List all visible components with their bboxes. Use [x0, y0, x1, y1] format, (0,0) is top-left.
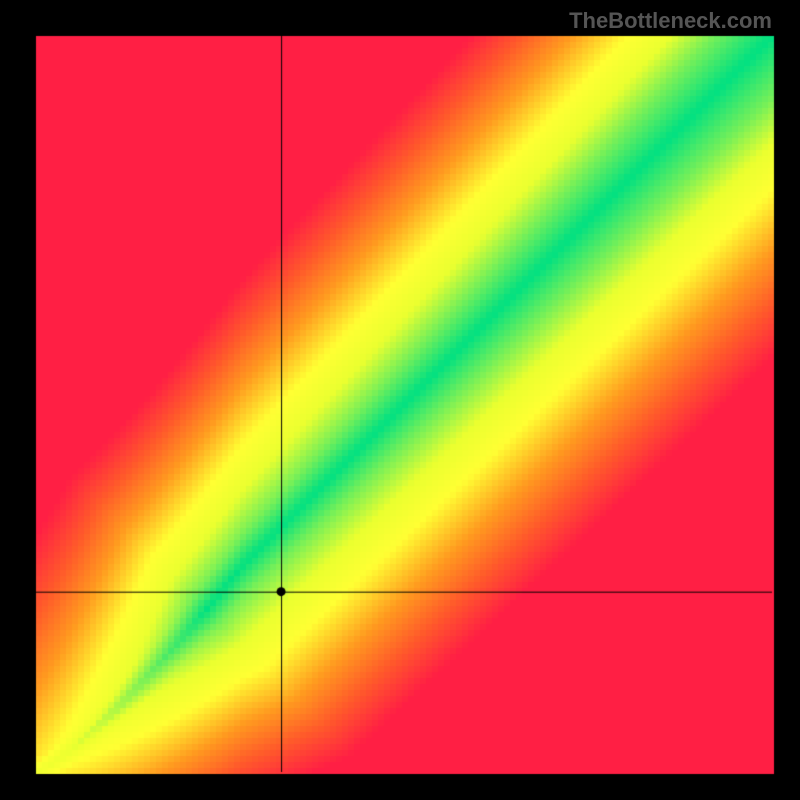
watermark-text: TheBottleneck.com — [569, 8, 772, 34]
heatmap-canvas — [0, 0, 800, 800]
chart-container: TheBottleneck.com — [0, 0, 800, 800]
